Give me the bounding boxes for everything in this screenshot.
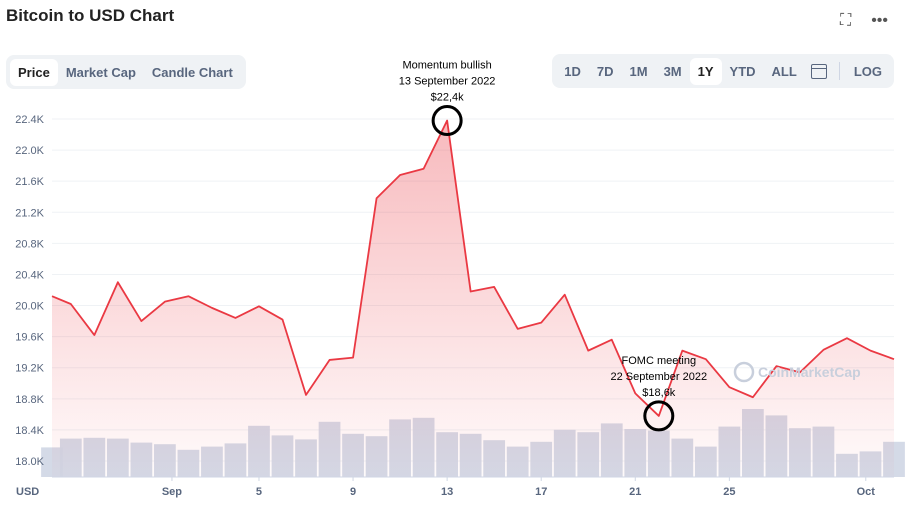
annotation-label: $18,6k <box>642 387 676 399</box>
x-tick-label: 21 <box>629 486 641 498</box>
header-actions: ⛶ ••• <box>840 12 888 30</box>
range-3m[interactable]: 3M <box>663 63 682 79</box>
log-toggle[interactable]: LOG <box>853 63 882 79</box>
annotation-label: Momentum bullish <box>402 60 491 72</box>
y-axis: 18.0K 18.4K 18.8K 19.2K 19.6K 20.0K 20.4K 20.8K… <box>15 114 44 468</box>
y-tick-label: 18.8K <box>15 394 44 406</box>
page-title: Bitcoin to USD Chart <box>6 6 175 25</box>
annotation-circle <box>643 400 675 432</box>
y-tick-label: 21.6K <box>15 176 44 188</box>
x-tick-label: 17 <box>535 486 547 498</box>
tab-market-cap[interactable]: Market Cap <box>65 64 136 80</box>
x-tick-label: Oct <box>857 486 876 498</box>
y-tick-label: 19.6K <box>15 332 44 344</box>
x-tick-label: 9 <box>350 486 356 498</box>
watermark-text: CoinMarketCap <box>758 364 861 380</box>
price-area-fill <box>52 120 894 478</box>
x-tick-label: 25 <box>723 486 735 498</box>
annotations: Momentum bullish 13 September 2022 $22,4k F… <box>399 60 707 432</box>
annotation-circle <box>431 105 463 137</box>
calendar-icon[interactable] <box>810 63 827 79</box>
y-tick-label: 21.2K <box>15 207 44 219</box>
range-7d[interactable]: 7D <box>596 63 614 79</box>
annotation-label: $22,4k <box>431 92 465 104</box>
x-axis: Sep 5 9 13 17 21 25 Oct USD <box>16 476 894 498</box>
annotation-label: 13 September 2022 <box>399 76 496 88</box>
tab-price[interactable]: Price <box>10 58 58 86</box>
y-tick-label: 18.0K <box>15 456 44 468</box>
y-tick-label: 18.4K <box>15 425 44 437</box>
range-1y[interactable]: 1Y <box>689 57 722 85</box>
time-range-selector: 1D 7D 1M 3M 1Y YTD ALL LOG <box>552 54 894 88</box>
currency-label: USD <box>16 486 39 498</box>
expand-icon[interactable]: ⛶ <box>839 12 852 29</box>
tab-candle-chart[interactable]: Candle Chart <box>151 64 233 80</box>
y-tick-label: 20.0K <box>15 301 44 313</box>
price-line <box>51 119 895 417</box>
range-ytd[interactable]: YTD <box>729 63 756 79</box>
y-tick-label: 19.2K <box>15 363 44 375</box>
annotation-label: FOMC meeting <box>622 355 697 367</box>
range-all[interactable]: ALL <box>771 63 797 79</box>
range-divider <box>838 62 840 80</box>
watermark: CoinMarketCap <box>733 361 861 383</box>
y-tick-label: 22.0K <box>15 145 44 157</box>
price-area <box>52 120 894 478</box>
watermark-logo-icon <box>733 361 755 383</box>
range-1m[interactable]: 1M <box>629 63 648 79</box>
x-tick-label: 5 <box>256 486 262 498</box>
range-1d[interactable]: 1D <box>564 63 581 79</box>
price-series-line <box>51 119 895 417</box>
more-icon[interactable]: ••• <box>871 12 888 29</box>
y-tick-label: 20.4K <box>15 269 44 281</box>
y-tick-label: 22.4K <box>15 114 44 126</box>
x-tick-label: Sep <box>162 486 182 498</box>
x-tick-label: 13 <box>441 486 453 498</box>
chart-type-tabs: Price Market Cap Candle Chart <box>6 55 246 89</box>
y-tick-label: 20.8K <box>15 238 44 250</box>
annotation-label: 22 September 2022 <box>610 371 707 383</box>
